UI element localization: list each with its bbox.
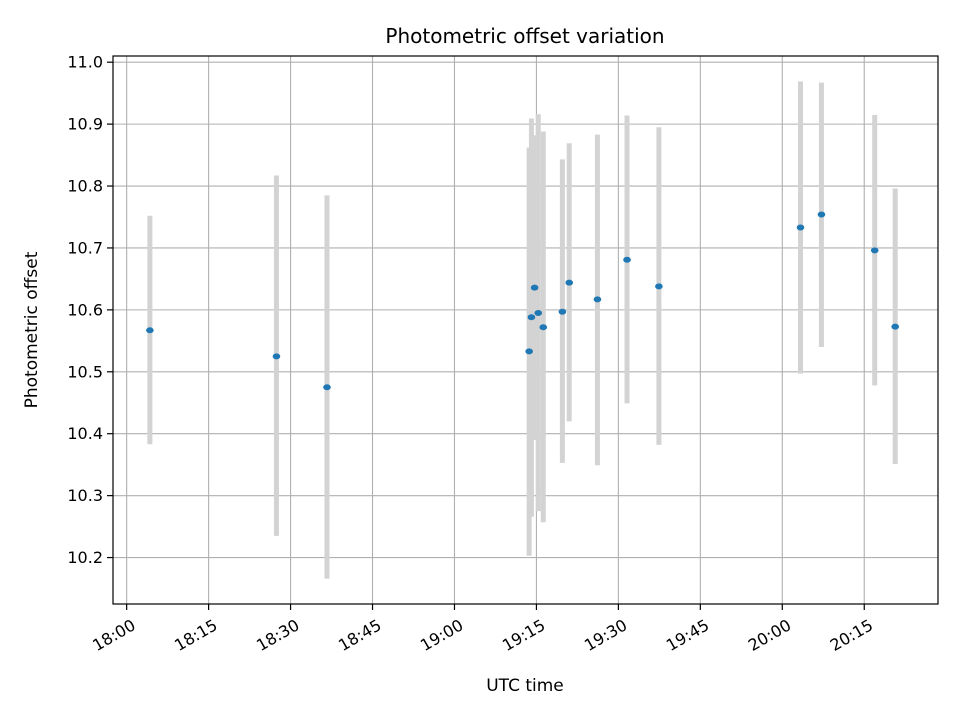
y-tick-label: 11.0 bbox=[67, 53, 103, 72]
y-axis-label: Photometric offset bbox=[22, 251, 42, 408]
data-point bbox=[623, 256, 631, 263]
y-tick-label: 10.5 bbox=[67, 362, 103, 381]
data-point bbox=[272, 353, 281, 360]
data-point bbox=[891, 323, 900, 330]
x-tick-label: 18:00 bbox=[89, 615, 138, 655]
data-point bbox=[146, 327, 154, 334]
x-axis-ticks: 18:00 18:15 18:30 18:45 19:00 19:15 19:30 19:45… bbox=[89, 604, 876, 655]
chart-title: Photometric offset variation bbox=[385, 24, 664, 48]
y-tick-label: 10.4 bbox=[67, 424, 103, 443]
data-point bbox=[534, 309, 543, 316]
error-bars bbox=[147, 81, 898, 579]
y-tick-label: 10.7 bbox=[67, 238, 103, 257]
y-tick-label: 10.9 bbox=[67, 115, 103, 134]
data-point bbox=[565, 279, 574, 286]
data-point bbox=[817, 211, 826, 218]
data-point bbox=[539, 324, 548, 331]
data-point bbox=[527, 314, 536, 321]
x-tick-label: 20:15 bbox=[827, 615, 876, 655]
x-tick-label: 18:45 bbox=[335, 615, 384, 655]
data-point bbox=[593, 296, 602, 303]
x-tick-label: 19:15 bbox=[499, 615, 548, 655]
data-point bbox=[796, 224, 805, 231]
y-tick-label: 10.2 bbox=[67, 548, 103, 567]
x-tick-label: 18:15 bbox=[171, 615, 220, 655]
x-tick-label: 18:30 bbox=[253, 615, 302, 655]
y-tick-label: 10.3 bbox=[67, 486, 103, 505]
data-point bbox=[655, 283, 663, 290]
data-point bbox=[525, 348, 533, 355]
grid bbox=[113, 56, 938, 604]
x-tick-label: 19:00 bbox=[417, 615, 466, 655]
data-point bbox=[323, 384, 331, 391]
data-point bbox=[558, 308, 567, 315]
y-tick-label: 10.6 bbox=[67, 300, 103, 319]
x-tick-label: 19:45 bbox=[663, 615, 712, 655]
y-tick-label: 10.8 bbox=[67, 177, 103, 196]
data-point bbox=[530, 284, 539, 291]
plot-frame bbox=[112, 55, 939, 605]
y-axis-ticks: 10.2 10.3 10.4 10.5 10.6 10.7 10.8 10.9 11.0 bbox=[67, 53, 113, 567]
data-points bbox=[146, 211, 900, 391]
x-tick-label: 20:00 bbox=[745, 615, 794, 655]
data-point bbox=[870, 247, 879, 254]
x-tick-label: 19:30 bbox=[581, 615, 630, 655]
x-axis-label: UTC time bbox=[486, 676, 564, 696]
